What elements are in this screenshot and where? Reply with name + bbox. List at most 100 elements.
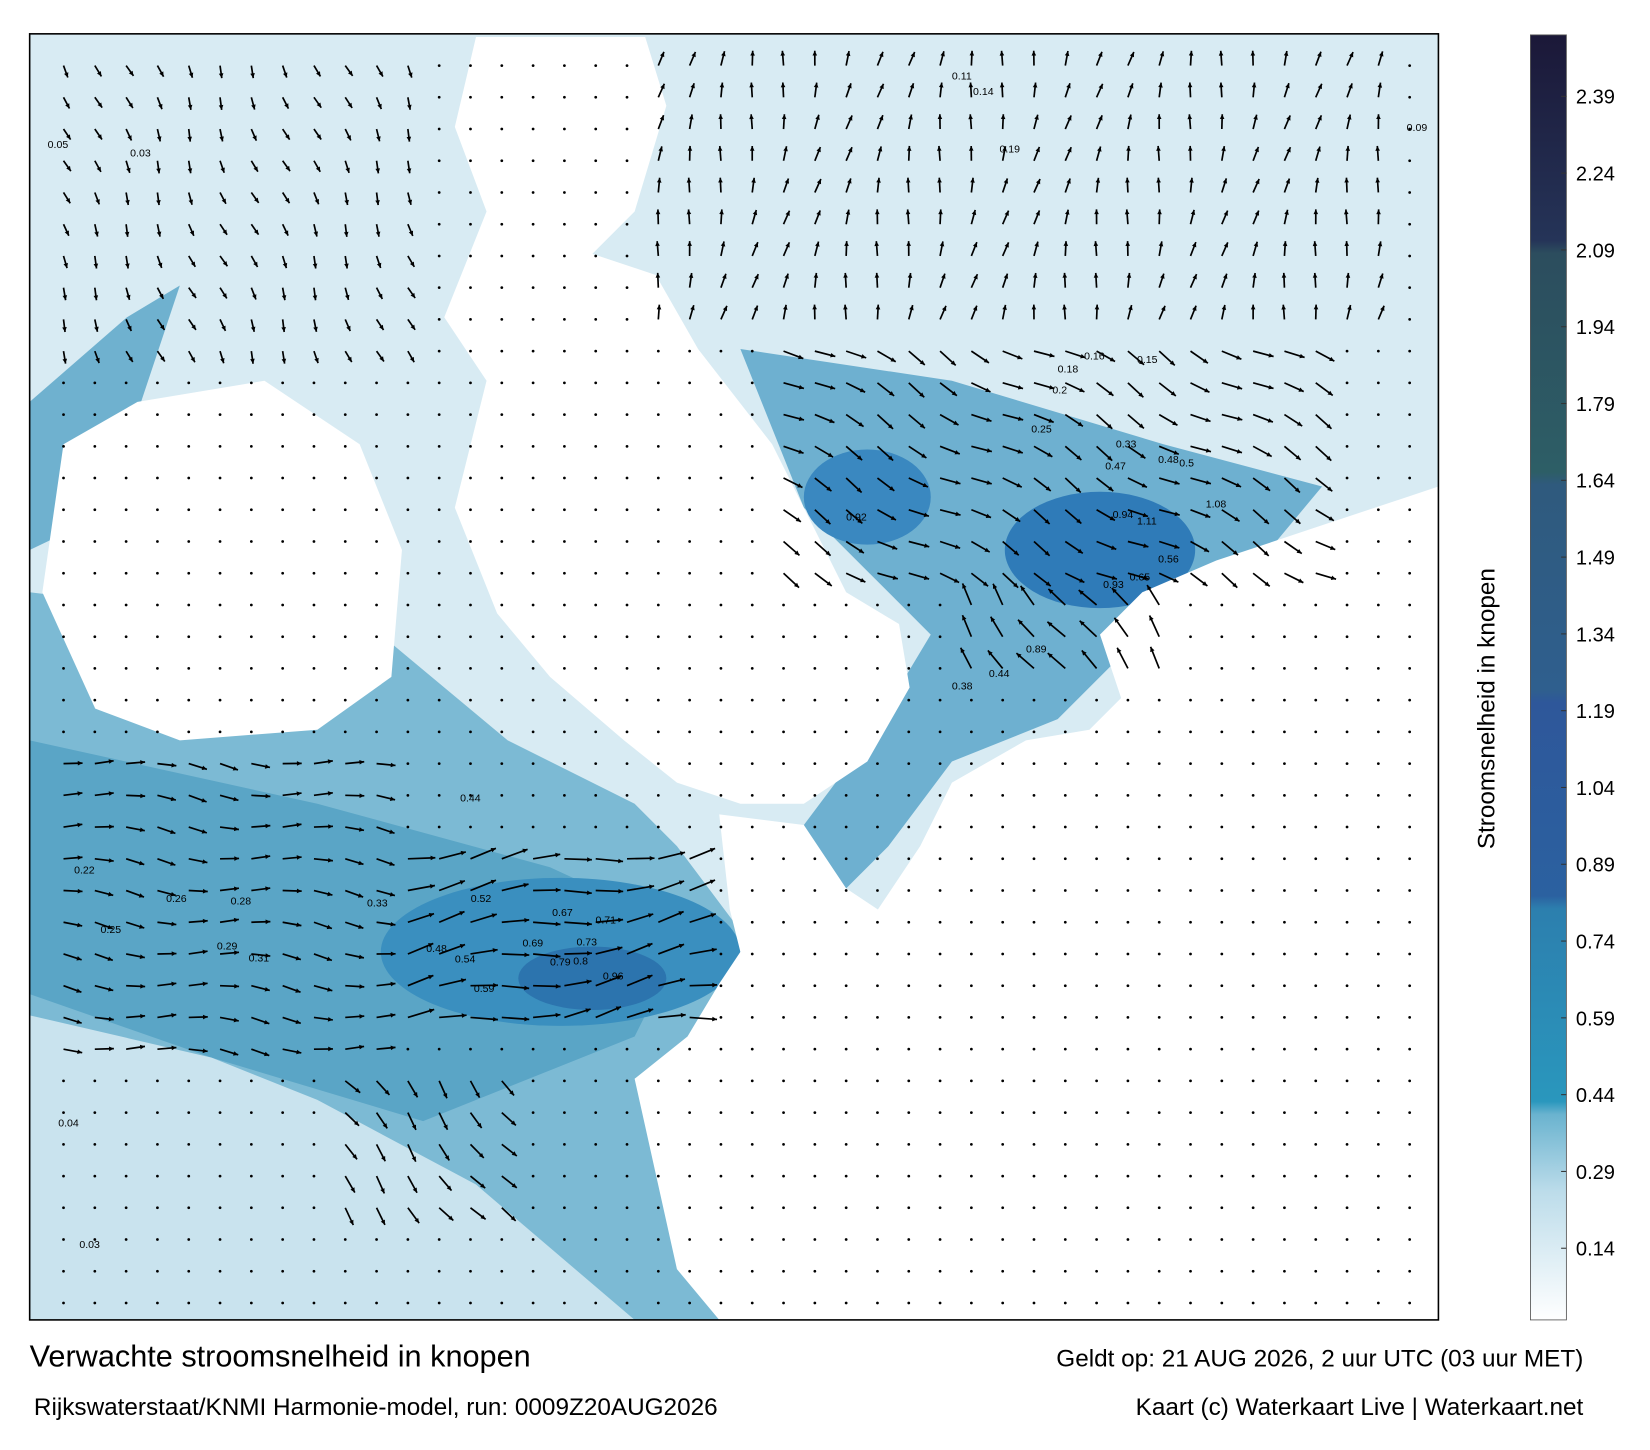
colorbar-tick-label: 1.34 bbox=[1576, 624, 1615, 646]
grid-dot bbox=[281, 1079, 285, 1083]
grid-dot bbox=[93, 730, 97, 734]
grid-dot bbox=[938, 984, 942, 988]
arrow-head bbox=[860, 354, 867, 359]
grid-dot bbox=[1032, 1079, 1036, 1083]
grid-dot bbox=[531, 159, 535, 163]
grid-dot bbox=[907, 603, 911, 607]
arrow-head bbox=[139, 1044, 145, 1050]
grid-dot bbox=[312, 1174, 316, 1178]
grid-dot bbox=[563, 254, 566, 258]
grid-dot bbox=[312, 667, 316, 670]
grid-dot bbox=[531, 1142, 535, 1146]
arrow-head bbox=[1094, 304, 1100, 310]
grid-dot bbox=[907, 730, 911, 734]
speed-label: 1.08 bbox=[1206, 499, 1227, 511]
grid-dot bbox=[688, 1142, 691, 1146]
arrow-head bbox=[1349, 52, 1354, 58]
grid-dot bbox=[938, 1206, 942, 1210]
arrow-head bbox=[795, 517, 801, 522]
grid-dot bbox=[1189, 1174, 1192, 1178]
grid-dot bbox=[500, 254, 504, 258]
grid-dot bbox=[1408, 476, 1412, 480]
arrow-head bbox=[587, 951, 592, 956]
arrow-head bbox=[459, 944, 466, 949]
grid-dot bbox=[1251, 667, 1255, 670]
arrow-head bbox=[953, 578, 960, 583]
grid-dot bbox=[625, 793, 629, 797]
grid-dot bbox=[1157, 698, 1161, 702]
arrow-head bbox=[442, 1092, 448, 1099]
grid-dot bbox=[312, 540, 316, 543]
arrow-head bbox=[1141, 483, 1147, 488]
grid-dot bbox=[1376, 889, 1380, 892]
arrow-head bbox=[448, 1215, 454, 1221]
grid-dot bbox=[531, 1301, 535, 1305]
grid-dot bbox=[187, 1111, 191, 1114]
grid-dot bbox=[1376, 793, 1380, 797]
arrow-head bbox=[937, 114, 943, 120]
grid-dot bbox=[312, 381, 316, 385]
arrow-head bbox=[1017, 385, 1024, 390]
grid-dot bbox=[500, 1269, 504, 1273]
grid-dot bbox=[750, 667, 754, 670]
grid-dot bbox=[688, 730, 691, 734]
grid-dot bbox=[218, 1301, 222, 1305]
grid-dot bbox=[469, 127, 472, 131]
arrow-head bbox=[345, 294, 350, 300]
arrow-head bbox=[1014, 517, 1021, 522]
arrow-head bbox=[1111, 575, 1117, 580]
arrow-head bbox=[1284, 209, 1289, 215]
grid-dot bbox=[1189, 1238, 1192, 1241]
grid-dot bbox=[1063, 1079, 1067, 1083]
arrow-head bbox=[1156, 114, 1162, 119]
arrow-head bbox=[720, 241, 726, 247]
arrow-head bbox=[524, 985, 530, 991]
arrow-head bbox=[617, 946, 623, 951]
grid-dot bbox=[719, 413, 723, 416]
arrow-head bbox=[1377, 82, 1383, 88]
arrow-head bbox=[220, 167, 225, 173]
arrow-head bbox=[127, 135, 132, 141]
grid-dot bbox=[124, 381, 128, 385]
arrow-head bbox=[845, 51, 851, 57]
grid-dot bbox=[594, 730, 598, 734]
grid-dot bbox=[93, 1174, 97, 1178]
arrow-head bbox=[1169, 360, 1175, 366]
grid-dot bbox=[437, 730, 441, 734]
colorbar-tick-label: 2.09 bbox=[1576, 240, 1615, 262]
grid-dot bbox=[563, 1174, 566, 1178]
grid-dot bbox=[625, 1111, 629, 1114]
grid-dot bbox=[1220, 667, 1224, 670]
grid-dot bbox=[1376, 762, 1380, 765]
speed-label: 0.15 bbox=[1137, 354, 1158, 366]
grid-dot bbox=[249, 1269, 253, 1273]
speed-label: 0.56 bbox=[1158, 554, 1179, 566]
arrow-head bbox=[128, 356, 133, 362]
grid-dot bbox=[844, 825, 848, 829]
grid-dot bbox=[813, 1238, 817, 1241]
arrow-head bbox=[1034, 241, 1039, 247]
arrow-head bbox=[281, 358, 287, 364]
grid-dot bbox=[312, 698, 316, 702]
grid-dot bbox=[218, 1142, 222, 1146]
grid-dot bbox=[938, 1142, 942, 1146]
arrow-head bbox=[347, 356, 352, 363]
grid-dot bbox=[1314, 603, 1318, 607]
arrow-head bbox=[327, 987, 333, 992]
grid-dot bbox=[124, 413, 128, 416]
arrow-head bbox=[1018, 619, 1023, 625]
grid-dot bbox=[1345, 1238, 1349, 1241]
grid-dot bbox=[1408, 1016, 1412, 1019]
arrow-head bbox=[327, 1017, 333, 1022]
arrow-head bbox=[815, 114, 820, 120]
grid-dot bbox=[406, 762, 410, 765]
grid-dot bbox=[782, 889, 785, 892]
arrow-head bbox=[349, 1219, 354, 1226]
grid-dot bbox=[719, 889, 723, 892]
grid-dot bbox=[688, 476, 691, 480]
grid-dot bbox=[750, 1111, 754, 1114]
arrow-head bbox=[1263, 519, 1269, 524]
grid-dot bbox=[1345, 857, 1349, 861]
arrow-head bbox=[1079, 578, 1085, 583]
speed-label: 0.2 bbox=[1052, 384, 1067, 396]
